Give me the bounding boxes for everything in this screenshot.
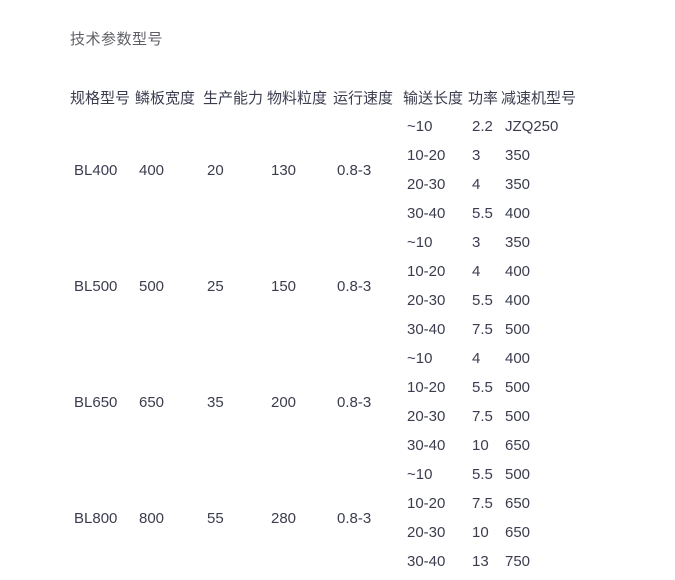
table-row: BL400 400 20 130 0.8-3 ~10 2.2 JZQ250 bbox=[70, 112, 601, 179]
reducer-cell: 750 bbox=[505, 553, 531, 570]
particle-size-cell: 150 bbox=[271, 277, 297, 295]
table-row: 10-20 5.5 500 bbox=[70, 373, 601, 402]
plate-width-cell: 500 bbox=[139, 277, 165, 295]
power-cell: 10 bbox=[472, 524, 489, 541]
model-cell: BL500 bbox=[74, 277, 118, 295]
power-cell: 4 bbox=[472, 263, 481, 280]
length-cell: ~10 bbox=[407, 118, 433, 135]
reducer-cell: 400 bbox=[505, 292, 531, 309]
power-cell: 3 bbox=[472, 147, 481, 164]
running-speed-cell: 0.8-3 bbox=[337, 161, 372, 179]
reducer-cell: 500 bbox=[505, 408, 531, 425]
running-speed-cell: 0.8-3 bbox=[337, 277, 372, 295]
table-row: 30-40 13 750 bbox=[70, 547, 601, 576]
table-row: BL650 650 35 200 0.8-3 ~10 4 400 bbox=[70, 344, 601, 411]
length-cell: 20-30 bbox=[407, 408, 446, 425]
power-cell: 4 bbox=[472, 176, 481, 193]
capacity-cell: 20 bbox=[207, 161, 224, 179]
header-particle-size: 物料粒度 bbox=[267, 90, 328, 107]
table-row: BL500 500 25 150 0.8-3 ~10 3 350 bbox=[70, 228, 601, 295]
reducer-cell: 500 bbox=[505, 379, 531, 396]
header-reducer-model: 减速机型号 bbox=[501, 90, 577, 107]
table-row: 30-40 5.5 400 bbox=[70, 199, 601, 228]
reducer-cell: 350 bbox=[505, 176, 531, 193]
plate-width-cell: 400 bbox=[139, 161, 165, 179]
reducer-cell: 400 bbox=[505, 263, 531, 280]
power-cell: 5.5 bbox=[472, 205, 493, 222]
reducer-cell: 350 bbox=[505, 234, 531, 251]
capacity-cell: 55 bbox=[207, 509, 224, 527]
power-cell: 7.5 bbox=[472, 495, 493, 512]
length-cell: 20-30 bbox=[407, 176, 446, 193]
power-cell: 5.5 bbox=[472, 292, 493, 309]
length-cell: 30-40 bbox=[407, 437, 446, 454]
particle-size-cell: 130 bbox=[271, 161, 297, 179]
reducer-cell: 400 bbox=[505, 205, 531, 222]
table-row: 20-30 10 650 bbox=[70, 518, 601, 547]
length-cell: 30-40 bbox=[407, 321, 446, 338]
header-plate-width: 鳞板宽度 bbox=[135, 90, 196, 107]
reducer-cell: 350 bbox=[505, 147, 531, 164]
reducer-cell: JZQ250 bbox=[505, 118, 559, 135]
header-power: 功率 bbox=[468, 90, 499, 107]
length-cell: 20-30 bbox=[407, 524, 446, 541]
power-cell: 7.5 bbox=[472, 321, 493, 338]
capacity-cell: 25 bbox=[207, 277, 224, 295]
capacity-cell: 35 bbox=[207, 393, 224, 411]
length-cell: ~10 bbox=[407, 234, 433, 251]
page-title: 技术参数型号 bbox=[70, 31, 164, 48]
power-cell: 5.5 bbox=[472, 379, 493, 396]
header-model: 规格型号 bbox=[70, 90, 131, 107]
table-row: 20-30 5.5 400 bbox=[70, 286, 601, 315]
spec-table: 规格型号 鳞板宽度 生产能力 物料粒度 运行速度 输送长度 功率 减速机型号 B… bbox=[70, 83, 601, 576]
length-cell: 30-40 bbox=[407, 205, 446, 222]
table-header-row: 规格型号 鳞板宽度 生产能力 物料粒度 运行速度 输送长度 功率 减速机型号 bbox=[70, 83, 601, 112]
reducer-cell: 500 bbox=[505, 466, 531, 483]
model-cell: BL650 bbox=[74, 393, 118, 411]
length-cell: 10-20 bbox=[407, 495, 446, 512]
length-cell: 10-20 bbox=[407, 379, 446, 396]
power-cell: 13 bbox=[472, 553, 489, 570]
reducer-cell: 650 bbox=[505, 495, 531, 512]
model-cell: BL400 bbox=[74, 161, 118, 179]
particle-size-cell: 280 bbox=[271, 509, 297, 527]
header-conveying-length: 输送长度 bbox=[403, 90, 464, 107]
table-row: 10-20 7.5 650 bbox=[70, 489, 601, 518]
reducer-cell: 400 bbox=[505, 350, 531, 367]
power-cell: 4 bbox=[472, 350, 481, 367]
table-row: 10-20 4 400 bbox=[70, 257, 601, 286]
running-speed-cell: 0.8-3 bbox=[337, 393, 372, 411]
length-cell: 20-30 bbox=[407, 292, 446, 309]
table-row: 20-30 7.5 500 bbox=[70, 402, 601, 431]
reducer-cell: 650 bbox=[505, 524, 531, 541]
length-cell: 30-40 bbox=[407, 553, 446, 570]
header-running-speed: 运行速度 bbox=[333, 90, 394, 107]
table-row: 10-20 3 350 bbox=[70, 141, 601, 170]
power-cell: 5.5 bbox=[472, 466, 493, 483]
length-cell: ~10 bbox=[407, 466, 433, 483]
model-cell: BL800 bbox=[74, 509, 118, 527]
reducer-cell: 650 bbox=[505, 437, 531, 454]
table-row: 20-30 4 350 bbox=[70, 170, 601, 199]
power-cell: 2.2 bbox=[472, 118, 493, 135]
reducer-cell: 500 bbox=[505, 321, 531, 338]
running-speed-cell: 0.8-3 bbox=[337, 509, 372, 527]
length-cell: ~10 bbox=[407, 350, 433, 367]
power-cell: 3 bbox=[472, 234, 481, 251]
length-cell: 10-20 bbox=[407, 147, 446, 164]
plate-width-cell: 800 bbox=[139, 509, 165, 527]
power-cell: 7.5 bbox=[472, 408, 493, 425]
plate-width-cell: 650 bbox=[139, 393, 165, 411]
length-cell: 10-20 bbox=[407, 263, 446, 280]
table-row: 30-40 7.5 500 bbox=[70, 315, 601, 344]
table-row: BL800 800 55 280 0.8-3 ~10 5.5 500 bbox=[70, 460, 601, 527]
header-capacity: 生产能力 bbox=[203, 90, 264, 107]
particle-size-cell: 200 bbox=[271, 393, 297, 411]
table-row: 30-40 10 650 bbox=[70, 431, 601, 460]
power-cell: 10 bbox=[472, 437, 489, 454]
